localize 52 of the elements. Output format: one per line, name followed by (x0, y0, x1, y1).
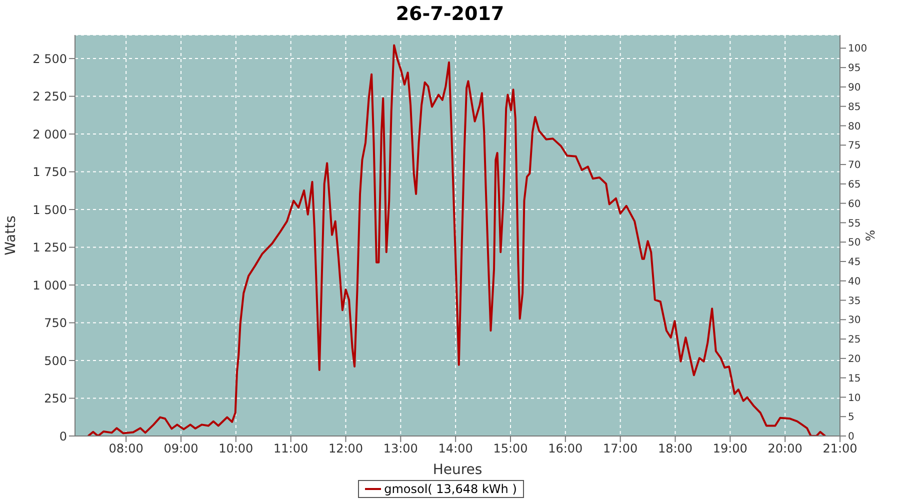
chart-title: 26-7-2017 (394, 3, 506, 25)
y2-tick-label: 30 (848, 315, 861, 326)
y-tick-label: 250 (44, 392, 67, 406)
y2-tick-label: 0 (848, 432, 854, 443)
x-tick-label: 12:00 (328, 442, 364, 456)
x-tick-label: 08:00 (108, 442, 144, 456)
y2-tick-label: 80 (848, 121, 861, 132)
x-tick-label: 18:00 (658, 442, 693, 456)
y2-tick-label: 40 (848, 276, 861, 288)
y2-tick-label: 100 (848, 44, 868, 55)
x-tick-label: 13:00 (383, 442, 418, 456)
y2-tick-label: 35 (848, 296, 861, 307)
y-tick-label: 1 250 (32, 240, 67, 255)
y2-tick-label: 75 (848, 140, 861, 152)
y-tick-label: 1 000 (32, 278, 67, 292)
y2-tick-label: 65 (848, 179, 861, 190)
y2-tick-label: 95 (848, 63, 861, 74)
x-tick-label: 10:00 (218, 442, 254, 456)
y2-tick-label: 5 (848, 412, 854, 424)
line-series (87, 44, 826, 436)
legend-label: gmosol( 13,648 kWh ) (384, 482, 517, 496)
y2-tick-label: 10 (848, 392, 861, 404)
x-tick-label: 20:00 (768, 442, 802, 456)
y2-tick-label: 85 (848, 102, 861, 113)
x-axis-title: Heures (432, 462, 482, 478)
y2-tick-label: 45 (848, 257, 861, 268)
x-tick-label: 16:00 (548, 442, 583, 456)
y-tick-label: 1 500 (32, 202, 67, 217)
y-tick-label: 2 000 (32, 127, 67, 142)
y-tick-label: 2 500 (32, 52, 67, 66)
y2-tick-label: 60 (848, 198, 861, 210)
y2-tick-label: 20 (848, 354, 861, 365)
x-tick-label: 17:00 (603, 442, 638, 456)
y-tick-label: 1 750 (32, 165, 67, 180)
x-tick-label: 15:00 (493, 442, 528, 456)
y2-tick-label: 90 (848, 82, 861, 94)
y2-tick-label: 25 (848, 334, 861, 346)
y-tick-label: 500 (44, 354, 67, 368)
y2-tick-label: 55 (848, 218, 861, 230)
x-tick-label: 21:00 (822, 442, 858, 456)
y-tick-label: 750 (44, 316, 67, 330)
x-tick-label: 19:00 (712, 442, 748, 456)
y2-tick-label: 70 (848, 160, 861, 172)
y2-axis-title: % (863, 230, 878, 242)
y2-tick-label: 50 (848, 238, 861, 249)
y2-tick-label: 15 (848, 373, 861, 384)
y-tick-label: 2 250 (32, 90, 67, 104)
y-tick-label: 0 (59, 429, 67, 444)
y-axis-title: Watts (2, 216, 19, 256)
x-tick-label: 14:00 (438, 442, 473, 456)
x-tick-label: 09:00 (164, 442, 198, 456)
x-tick-label: 11:00 (274, 442, 308, 456)
